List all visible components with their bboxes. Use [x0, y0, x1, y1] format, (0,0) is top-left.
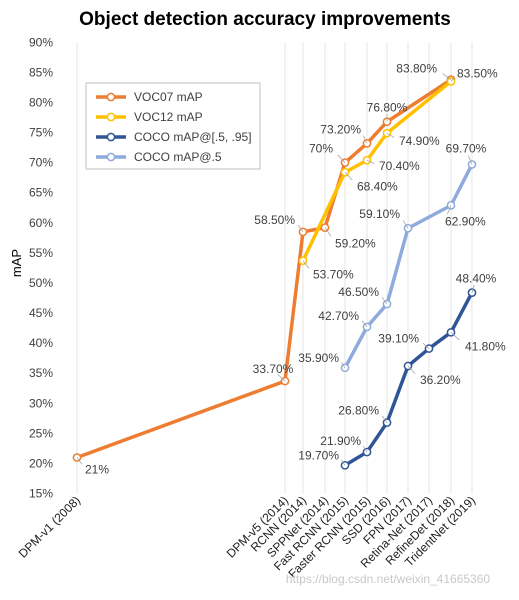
- label-leader: [402, 220, 409, 229]
- data-label-voc07-map: 58.50%: [254, 213, 295, 227]
- chart-title: Object detection accuracy improvements: [79, 9, 451, 30]
- label-leader: [450, 76, 455, 82]
- y-tick-label: 45%: [29, 306, 53, 320]
- data-label-voc07-map: 59.20%: [335, 237, 376, 251]
- label-leader: [337, 154, 346, 163]
- y-tick-label: 90%: [29, 35, 53, 49]
- data-labels: 21% 33.70% 58.50% 59.20% 70% 73.20% 76.80% 83.8…: [76, 62, 506, 476]
- label-leader: [407, 365, 416, 374]
- data-label-voc12-map: 70.40%: [379, 159, 420, 173]
- legend-marker-voc07-map: [106, 92, 116, 102]
- label-leader: [381, 415, 388, 423]
- data-label-coco-map-5: 46.50%: [338, 285, 379, 299]
- legend-label-voc12-map: VOC12 mAP: [134, 110, 203, 124]
- label-leader: [447, 205, 452, 215]
- label-leader: [381, 297, 388, 305]
- y-tick-label: 35%: [29, 366, 53, 380]
- data-label-coco-map-5-95: 19.70%: [298, 448, 339, 462]
- legend-label-voc07-map: VOC07 mAP: [134, 90, 203, 104]
- data-label-voc12-map: 53.70%: [313, 268, 354, 282]
- y-tick-label: 40%: [29, 336, 53, 350]
- data-label-coco-map-5: 35.90%: [298, 351, 339, 365]
- legend-marker-voc12-map: [106, 112, 116, 122]
- data-label-coco-map-5-95: 41.80%: [465, 339, 506, 353]
- legend-label-coco-map-5-95: COCO mAP@[.5, .95]: [134, 130, 252, 144]
- y-tick-label: 80%: [29, 95, 53, 109]
- data-label-coco-map-5-95: 36.20%: [420, 373, 461, 387]
- x-tick-label-dpm-v1-2008: DPM-v1 (2008): [16, 493, 83, 560]
- legend-marker-coco-map-5: [106, 152, 116, 162]
- data-label-voc07-map: 73.20%: [320, 122, 361, 136]
- data-label-coco-map-5-95: 21.90%: [320, 434, 361, 448]
- y-tick-label: 55%: [29, 246, 53, 260]
- label-leader: [297, 225, 304, 233]
- data-label-coco-map-5-95: 26.80%: [338, 404, 379, 418]
- data-label-voc07-map: 76.80%: [367, 101, 408, 115]
- label-leader: [341, 459, 346, 466]
- label-leader: [471, 284, 475, 293]
- data-point-voc12-map: [382, 128, 392, 138]
- legend: VOC07 mAP VOC12 mAP COCO mAP@[.5, .95] COCO…: [85, 82, 261, 170]
- y-tick-label: 50%: [29, 276, 53, 290]
- data-label-voc07-map: 70%: [309, 142, 333, 156]
- y-axis-label: mAP: [9, 249, 24, 277]
- data-label-voc12-map: 83.50%: [457, 66, 498, 80]
- data-label-voc07-map: 21%: [85, 462, 109, 476]
- label-leader: [442, 73, 452, 80]
- data-label-coco-map-5-95: 48.40%: [456, 272, 497, 286]
- data-label-voc07-map: 83.80%: [396, 62, 437, 76]
- data-label-coco-map-5: 42.70%: [318, 309, 359, 323]
- y-tick-label: 15%: [29, 487, 53, 501]
- y-tick-label: 25%: [29, 426, 53, 440]
- label-leader: [450, 332, 460, 341]
- legend-marker-coco-map-5-95: [106, 132, 116, 142]
- y-axis: 15% 20% 25% 30% 35% 40% 45% 50% 55% 60% 65% 70% 75% 8…: [29, 35, 53, 500]
- data-label-voc12-map: 68.40%: [357, 179, 398, 193]
- label-leader: [324, 227, 332, 237]
- label-leader: [422, 342, 430, 349]
- legend-label-coco-map-5: COCO mAP@.5: [134, 150, 222, 164]
- label-leader: [363, 445, 368, 453]
- label-leader: [344, 172, 353, 181]
- label-leader: [76, 457, 83, 465]
- y-tick-label: 30%: [29, 396, 53, 410]
- data-label-coco-map-5: 69.70%: [446, 141, 487, 155]
- label-leader: [366, 159, 375, 164]
- data-label-coco-map-5: 62.90%: [445, 214, 486, 228]
- label-leader: [302, 260, 310, 269]
- data-label-coco-map-5: 59.10%: [359, 207, 400, 221]
- data-label-voc12-map: 74.90%: [399, 134, 440, 148]
- y-tick-label: 70%: [29, 156, 53, 170]
- y-tick-label: 65%: [29, 186, 53, 200]
- y-tick-label: 60%: [29, 216, 53, 230]
- label-leader: [361, 320, 368, 328]
- series-line-coco-map-5: [343, 163, 474, 369]
- data-label-voc07-map: 33.70%: [253, 362, 294, 376]
- x-axis: DPM-v1 (2008) DPM-v5 (2014)RCNN (2014)SPP…: [16, 493, 478, 581]
- data-label-coco-map-5-95: 39.10%: [378, 332, 419, 346]
- label-leader: [341, 362, 346, 369]
- label-leader: [468, 155, 473, 165]
- label-leader: [277, 374, 286, 382]
- label-leader: [363, 135, 368, 144]
- label-leader: [386, 132, 395, 138]
- watermark: https://blog.csdn.net/weixin_41665360: [286, 572, 490, 586]
- y-tick-label: 75%: [29, 126, 53, 140]
- y-tick-label: 20%: [29, 457, 53, 471]
- y-tick-label: 85%: [29, 65, 53, 79]
